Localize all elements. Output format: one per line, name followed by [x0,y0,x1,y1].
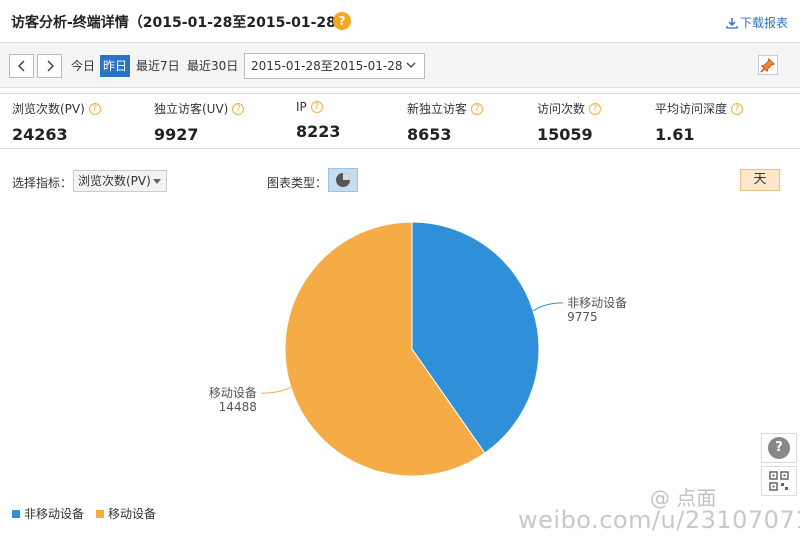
legend-label: 非移动设备 [24,507,85,521]
legend-item-non-mobile[interactable]: 非移动设备 [12,505,84,522]
download-label: 下载报表 [739,16,788,30]
metric-visits: 访问次数? 15059 [537,100,602,144]
metric-new-uv: 新独立访客? 8653 [407,100,484,144]
caret-down-icon [153,179,161,184]
side-help-button[interactable]: ? [761,433,797,463]
side-qrcode-button[interactable] [761,466,797,496]
metrics-summary: 浏览次数(PV)? 24263 独立访客(UV)? 9927 IP? 8223 … [0,93,800,149]
chart-legend: 非移动设备 移动设备 [12,505,168,522]
download-report-link[interactable]: 下载报表 [726,14,788,31]
help-icon[interactable]: ? [471,102,484,115]
chart-type-pie-button[interactable] [328,168,358,192]
range-30days-button[interactable]: 最近30日 [187,59,239,73]
help-icon[interactable]: ? [731,102,744,115]
pie-slice-1[interactable] [284,221,486,477]
metric-avg-depth: 平均访问深度? 1.61 [655,100,744,144]
page-title: 访客分析-终端详情（2015-01-28至2015-01-28） [11,15,350,31]
chevron-left-icon [17,60,24,72]
help-icon[interactable]: ? [333,12,351,30]
metric-select-value: 浏览次数(PV) [78,174,151,188]
pin-button[interactable] [758,55,778,75]
pie-chart: 非移动设备 9775 移动设备 14488 [0,200,800,500]
help-icon[interactable]: ? [589,102,602,115]
chevron-right-icon [47,60,54,72]
help-icon[interactable]: ? [310,101,323,113]
chart-controls: 选择指标： 浏览次数(PV) 图表类型： 天 [0,165,800,195]
legend-item-mobile[interactable]: 移动设备 [96,505,156,522]
range-7days-button[interactable]: 最近7日 [136,59,180,73]
slice-connector-1 [260,386,292,394]
help-icon[interactable]: ? [232,102,245,115]
granularity-day-button[interactable]: 天 [740,169,780,191]
download-icon [726,17,738,29]
slice-label-name-0: 非移动设备 [567,296,627,310]
metric-ip: IP? 8223 [296,100,341,141]
next-day-button[interactable] [37,54,62,78]
watermark-handle: @ 点面 [650,486,717,510]
legend-swatch [12,509,20,518]
slice-label-value-0: 9775 [567,310,598,324]
help-icon: ? [768,437,790,459]
qrcode-icon [769,471,789,491]
slice-label-value-1: 14488 [219,400,257,414]
help-icon[interactable]: ? [88,102,101,115]
date-range-value: 2015-01-28至2015-01-28 [251,59,403,73]
metric-value: 1.61 [655,125,695,144]
metric-uv: 独立访客(UV)? 9927 [154,100,245,144]
range-today-button[interactable]: 今日 [71,59,96,73]
metric-value: 15059 [537,125,593,144]
metric-value: 8653 [407,125,452,144]
metric-value: 9927 [154,125,199,144]
chevron-down-icon [406,62,416,68]
metric-value: 8223 [296,122,341,141]
legend-label: 移动设备 [108,507,157,521]
date-toolbar: 今日 昨日 最近7日 最近30日 2015-01-28至2015-01-28 [0,42,800,88]
metric-label: 浏览次数(PV) [12,102,85,116]
pie-chart-icon [336,173,350,187]
date-range-select[interactable]: 2015-01-28至2015-01-28 [244,53,425,79]
metric-value: 24263 [12,125,68,144]
metric-label: 新独立访客 [407,102,468,116]
chart-type-label: 图表类型： [267,176,328,190]
range-yesterday-button[interactable]: 昨日 [100,55,131,77]
pie-slice-0[interactable] [411,221,540,454]
metric-label: 独立访客(UV) [154,102,229,116]
metric-pv: 浏览次数(PV)? 24263 [12,100,101,144]
metric-label: 访问次数 [537,102,586,116]
slice-connector-0 [532,302,564,312]
metric-label: 平均访问深度 [655,102,728,116]
metric-select[interactable]: 浏览次数(PV) [73,170,167,192]
pin-icon [760,58,775,73]
select-metric-label: 选择指标： [12,176,73,190]
watermark-url: weibo.com/u/2310707120 [518,506,800,534]
slice-label-name-1: 移动设备 [209,386,257,400]
legend-swatch [96,509,105,518]
prev-day-button[interactable] [9,54,34,78]
metric-label: IP [296,100,307,114]
title-bar: 访客分析-终端详情（2015-01-28至2015-01-28） ? 下载报表 [0,0,800,42]
